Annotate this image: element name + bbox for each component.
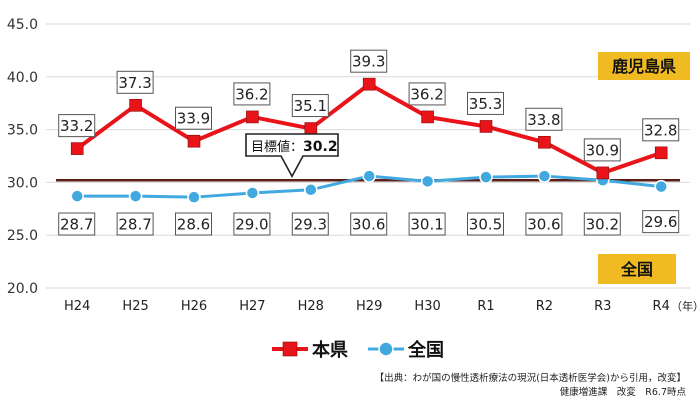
data-label-prefecture: 33.8 bbox=[527, 111, 560, 129]
data-label-prefecture-box bbox=[233, 82, 271, 106]
data-label-national: 28.7 bbox=[60, 216, 93, 234]
series-prefecture-point bbox=[246, 110, 259, 124]
series-prefecture-point bbox=[654, 146, 668, 160]
data-label-national: 30.6 bbox=[527, 216, 560, 234]
data-label-prefecture: 37.3 bbox=[118, 74, 151, 92]
y-tick-label: 30.0 bbox=[7, 175, 38, 191]
series-end-label-prefecture: 鹿児島県 bbox=[612, 57, 676, 76]
series-prefecture-point bbox=[129, 99, 142, 112]
data-label-prefecture-box bbox=[175, 106, 212, 130]
data-label-national: 30.1 bbox=[410, 216, 443, 234]
y-tick-label: 45.0 bbox=[7, 17, 38, 33]
data-label-prefecture: 33.9 bbox=[177, 110, 210, 128]
legend-prefecture-marker bbox=[282, 341, 298, 357]
data-label-prefecture-box bbox=[583, 138, 621, 162]
series-national-point bbox=[420, 174, 435, 189]
data-label-national: 30.5 bbox=[469, 216, 502, 234]
series-national-point bbox=[479, 170, 493, 184]
data-label-national-box bbox=[58, 212, 96, 236]
data-label-prefecture-box bbox=[116, 70, 154, 94]
source-citation: 【出典：わが国の慢性透析療法の現況(日本透析医学会)から引用，改変】 bbox=[374, 373, 686, 384]
data-label-national-box bbox=[408, 212, 446, 236]
data-label-prefecture: 39.3 bbox=[352, 53, 385, 71]
data-label-prefecture-box bbox=[467, 91, 504, 115]
series-prefecture-line bbox=[76, 81, 662, 176]
data-label-prefecture: 36.2 bbox=[410, 85, 443, 103]
target-callout bbox=[245, 133, 339, 178]
data-label-prefecture: 36.2 bbox=[235, 85, 268, 103]
x-tick-label: R4 bbox=[653, 299, 670, 314]
data-label-prefecture-box bbox=[350, 49, 388, 73]
x-unit-label: （年） bbox=[671, 299, 700, 313]
data-label-national-box bbox=[175, 212, 212, 236]
y-tick-label: 40.0 bbox=[7, 70, 38, 86]
series-national-point bbox=[304, 183, 318, 197]
data-label-prefecture: 30.9 bbox=[586, 141, 619, 159]
data-label-national-box bbox=[525, 212, 563, 236]
legend-national-label: 全国 bbox=[407, 339, 444, 361]
x-tick-label: H30 bbox=[414, 299, 440, 314]
data-label-national-box bbox=[116, 212, 154, 236]
data-label-prefecture-box bbox=[291, 94, 329, 118]
data-label-national-box bbox=[467, 212, 504, 236]
legend-prefecture-label: 本県 bbox=[312, 339, 348, 361]
x-tick-label: R3 bbox=[594, 299, 611, 314]
source-note: 健康増進課 改変 R6.7時点 bbox=[559, 387, 686, 398]
series-prefecture-point bbox=[304, 122, 318, 135]
data-label-prefecture: 35.1 bbox=[294, 97, 327, 115]
series-national-point bbox=[537, 169, 552, 183]
series-prefecture-point bbox=[479, 120, 493, 133]
data-label-prefecture: 33.2 bbox=[60, 117, 93, 135]
x-tick-label: H26 bbox=[181, 299, 207, 314]
series-prefecture-point bbox=[70, 142, 84, 155]
series-end-label-national: 全国 bbox=[620, 260, 653, 279]
series-end-label-box bbox=[598, 52, 690, 80]
x-tick-label: R2 bbox=[536, 299, 553, 314]
data-label-national: 29.0 bbox=[235, 216, 268, 234]
x-tick-label: H24 bbox=[64, 299, 90, 314]
data-label-prefecture: 32.8 bbox=[644, 121, 677, 139]
series-national-point bbox=[362, 169, 376, 183]
data-label-national: 28.6 bbox=[177, 216, 210, 234]
x-tick-label: H27 bbox=[239, 299, 265, 314]
data-label-prefecture-box bbox=[408, 82, 446, 106]
x-tick-label: R1 bbox=[477, 299, 494, 314]
series-prefecture-point bbox=[421, 110, 434, 124]
series-national-point bbox=[245, 186, 260, 200]
series-prefecture-point bbox=[596, 166, 610, 180]
series-national-point bbox=[187, 190, 201, 204]
data-label-national-box bbox=[583, 212, 621, 236]
data-label-national: 28.7 bbox=[118, 216, 151, 234]
data-label-national-box bbox=[233, 212, 271, 236]
series-prefecture-point bbox=[362, 77, 376, 91]
data-label-prefecture-box bbox=[525, 107, 563, 131]
target-label: 目標値：30.2 bbox=[251, 139, 338, 155]
data-label-prefecture-box bbox=[58, 114, 96, 138]
data-label-national-box bbox=[642, 210, 680, 234]
series-prefecture-point bbox=[187, 134, 201, 148]
data-label-national-box bbox=[291, 212, 329, 236]
data-label-national: 30.2 bbox=[586, 216, 619, 234]
series-prefecture-point bbox=[538, 135, 551, 149]
series-national-point bbox=[70, 189, 84, 203]
data-label-national-box bbox=[350, 212, 388, 236]
data-label-prefecture: 35.3 bbox=[469, 95, 502, 113]
data-label-national: 29.6 bbox=[644, 213, 677, 231]
series-national-point bbox=[128, 189, 143, 203]
x-tick-label: H25 bbox=[122, 299, 148, 314]
x-tick-label: H28 bbox=[298, 299, 324, 314]
data-label-national: 29.3 bbox=[294, 216, 327, 234]
y-tick-label: 20.0 bbox=[7, 281, 38, 297]
data-label-national: 30.6 bbox=[352, 216, 385, 234]
data-label-prefecture-box bbox=[642, 118, 680, 142]
x-tick-label: H29 bbox=[356, 299, 382, 314]
series-end-label-box bbox=[598, 254, 676, 284]
y-tick-label: 25.0 bbox=[7, 228, 38, 244]
y-tick-label: 35.0 bbox=[7, 123, 38, 139]
series-national-point bbox=[654, 179, 668, 194]
legend-national-marker bbox=[378, 341, 394, 357]
